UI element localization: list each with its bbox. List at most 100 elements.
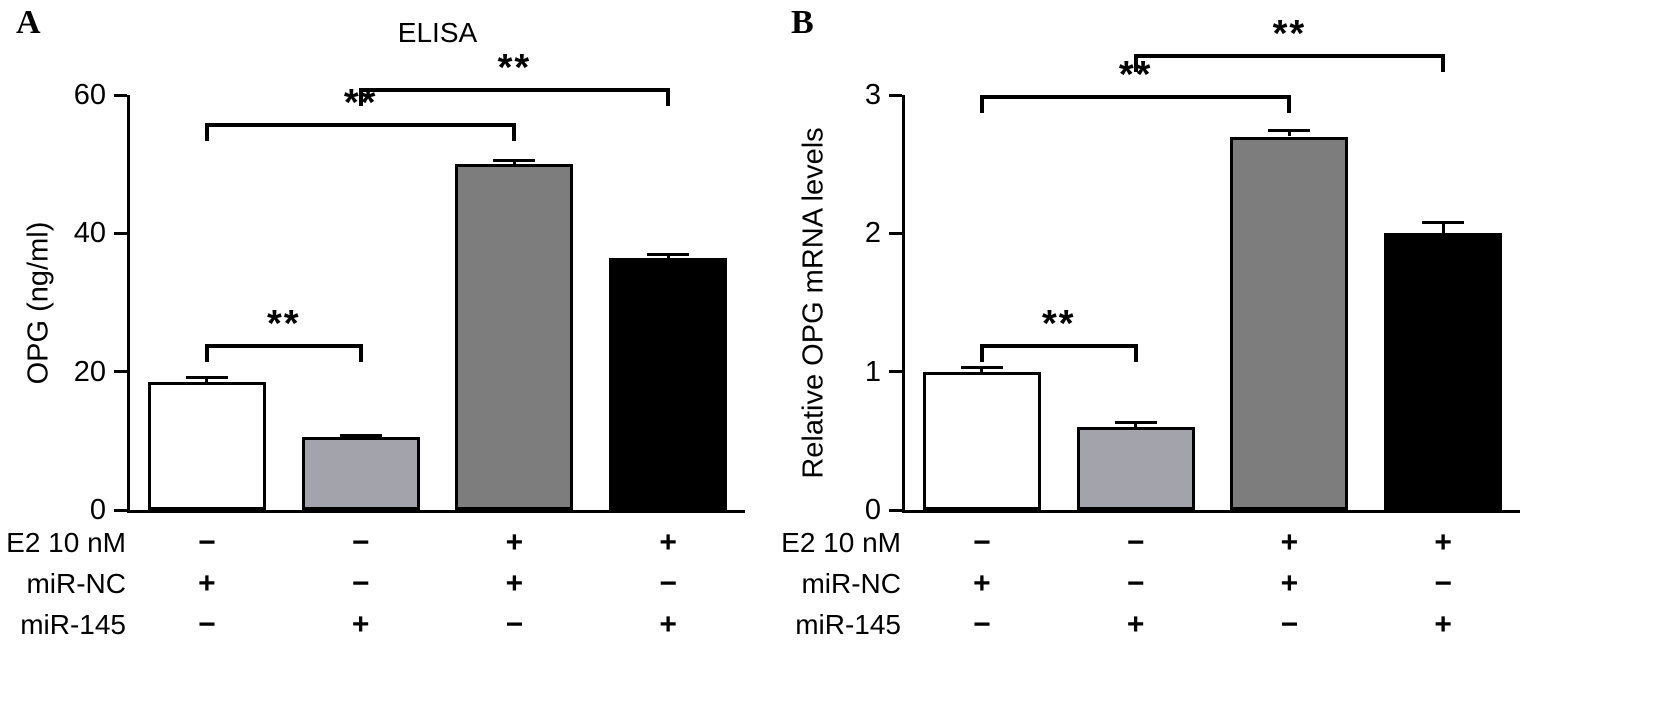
panel-a-y-axis-title: OPG (ng/ml) bbox=[14, 95, 64, 510]
condition-symbol: − bbox=[198, 608, 216, 641]
bar-3 bbox=[455, 164, 574, 510]
condition-symbol: − bbox=[1126, 567, 1145, 600]
error-bar-stem bbox=[980, 367, 984, 372]
condition-row-label: miR-145 bbox=[795, 609, 901, 640]
condition-symbol: − bbox=[1280, 608, 1299, 641]
y-axis-tick bbox=[889, 508, 902, 512]
y-axis-tick bbox=[114, 370, 127, 374]
condition-row-label: E2 10 nM bbox=[6, 527, 126, 558]
significance-bracket-end bbox=[1133, 53, 1138, 72]
condition-symbol: + bbox=[1280, 526, 1299, 559]
condition-symbol: − bbox=[351, 567, 370, 600]
y-axis-line bbox=[127, 95, 130, 513]
significance-bracket-end bbox=[979, 344, 984, 362]
y-axis-tick bbox=[889, 231, 902, 235]
condition-symbol: − bbox=[198, 526, 216, 559]
significance-bracket bbox=[979, 344, 1138, 348]
error-bar-stem bbox=[1441, 222, 1445, 234]
bar-3 bbox=[1230, 136, 1349, 510]
panel-b-label: B bbox=[791, 4, 814, 41]
condition-symbol: − bbox=[973, 526, 991, 559]
condition-row-label: E2 10 nM bbox=[781, 527, 901, 558]
bar-4 bbox=[1384, 233, 1503, 510]
condition-symbol: + bbox=[505, 526, 524, 559]
y-axis-tick bbox=[114, 93, 127, 97]
condition-symbol: − bbox=[1434, 567, 1452, 600]
significance-bracket bbox=[1133, 53, 1446, 58]
error-bar-stem bbox=[205, 377, 209, 383]
y-axis-tick-label: 0 bbox=[89, 494, 106, 526]
condition-symbol: − bbox=[505, 608, 524, 641]
bar-4 bbox=[609, 257, 728, 510]
condition-row: miR-NC + − + − bbox=[0, 563, 775, 604]
condition-row-label: miR-NC bbox=[26, 568, 126, 599]
x-axis-line bbox=[902, 510, 1520, 513]
significance-bracket-end bbox=[666, 88, 671, 107]
condition-symbol: + bbox=[1126, 608, 1145, 641]
panel-a-title: ELISA bbox=[397, 17, 478, 48]
condition-symbol: + bbox=[659, 608, 677, 641]
condition-symbol: + bbox=[351, 608, 370, 641]
significance-bracket-end bbox=[1133, 344, 1138, 362]
condition-row: miR-145 − + − + bbox=[775, 604, 1678, 645]
condition-symbol: − bbox=[973, 608, 991, 641]
condition-symbol: + bbox=[1434, 526, 1452, 559]
significance-bracket-end bbox=[979, 95, 984, 113]
condition-row: E2 10 nM − − + + bbox=[0, 522, 775, 563]
error-bar-stem bbox=[1134, 422, 1138, 427]
condition-row-label: miR-NC bbox=[801, 568, 901, 599]
significance-bracket-end bbox=[512, 122, 517, 141]
significance-bracket bbox=[204, 122, 517, 127]
condition-row-label: miR-145 bbox=[20, 609, 126, 640]
condition-row: miR-NC + − + − bbox=[775, 563, 1678, 604]
significance-bracket bbox=[358, 88, 671, 93]
y-axis-tick bbox=[114, 231, 127, 235]
panel-b-y-axis-title: Relative OPG mRNA levels bbox=[789, 95, 839, 510]
condition-row: miR-145 − + − + bbox=[0, 604, 775, 645]
panel-b-plot-area: 0 1 2 3 ** ** ** bbox=[865, 14, 1520, 526]
error-bar-stem bbox=[359, 435, 363, 438]
error-bar-stem bbox=[1287, 130, 1291, 137]
panel-b-condition-matrix: E2 10 nM − − + + miR-NC + − + − miR-145 − + − + bbox=[775, 522, 1678, 645]
y-axis-tick-label: 40 bbox=[73, 217, 106, 250]
significance-label: ** bbox=[497, 47, 532, 90]
significance-bracket-end bbox=[1441, 53, 1446, 72]
panel-a-condition-matrix: E2 10 nM − − + + miR-NC + − + − miR-145 − + − + bbox=[0, 522, 775, 645]
y-axis-tick bbox=[889, 370, 902, 374]
significance-bracket-end bbox=[358, 344, 363, 362]
significance-label: ** bbox=[1272, 12, 1307, 55]
significance-bracket bbox=[204, 344, 363, 348]
y-axis-tick bbox=[889, 93, 902, 97]
error-bar-stem bbox=[512, 160, 516, 165]
condition-symbol: − bbox=[351, 526, 370, 559]
significance-bracket-end bbox=[358, 88, 363, 107]
bar-2 bbox=[1076, 427, 1195, 510]
x-axis-line bbox=[127, 510, 745, 513]
significance-bracket bbox=[979, 95, 1292, 99]
error-bar-stem bbox=[666, 254, 670, 258]
y-axis-line bbox=[902, 95, 905, 513]
condition-row: E2 10 nM − − + + bbox=[775, 522, 1678, 563]
bar-2 bbox=[301, 437, 420, 510]
bar-1 bbox=[147, 382, 266, 510]
y-axis-tick bbox=[114, 508, 127, 512]
condition-symbol: + bbox=[973, 567, 991, 600]
y-axis-tick-label: 20 bbox=[73, 355, 106, 388]
panel-a-label: A bbox=[16, 4, 41, 41]
significance-label: ** bbox=[266, 303, 301, 345]
condition-symbol: + bbox=[1280, 567, 1299, 600]
condition-symbol: + bbox=[198, 567, 216, 600]
condition-symbol: + bbox=[1434, 608, 1452, 641]
y-axis-tick-label: 0 bbox=[864, 494, 881, 526]
significance-bracket-end bbox=[204, 122, 209, 141]
y-axis-tick-label: 2 bbox=[864, 217, 881, 250]
y-axis-tick-label: 60 bbox=[73, 79, 106, 111]
condition-symbol: + bbox=[505, 567, 524, 600]
significance-bracket-end bbox=[1287, 95, 1292, 113]
panel-b: B Relative OPG mRNA levels 0 1 2 3 ** ** ** E2… bbox=[775, 0, 1678, 706]
condition-symbol: − bbox=[1126, 526, 1145, 559]
condition-symbol: + bbox=[659, 526, 677, 559]
